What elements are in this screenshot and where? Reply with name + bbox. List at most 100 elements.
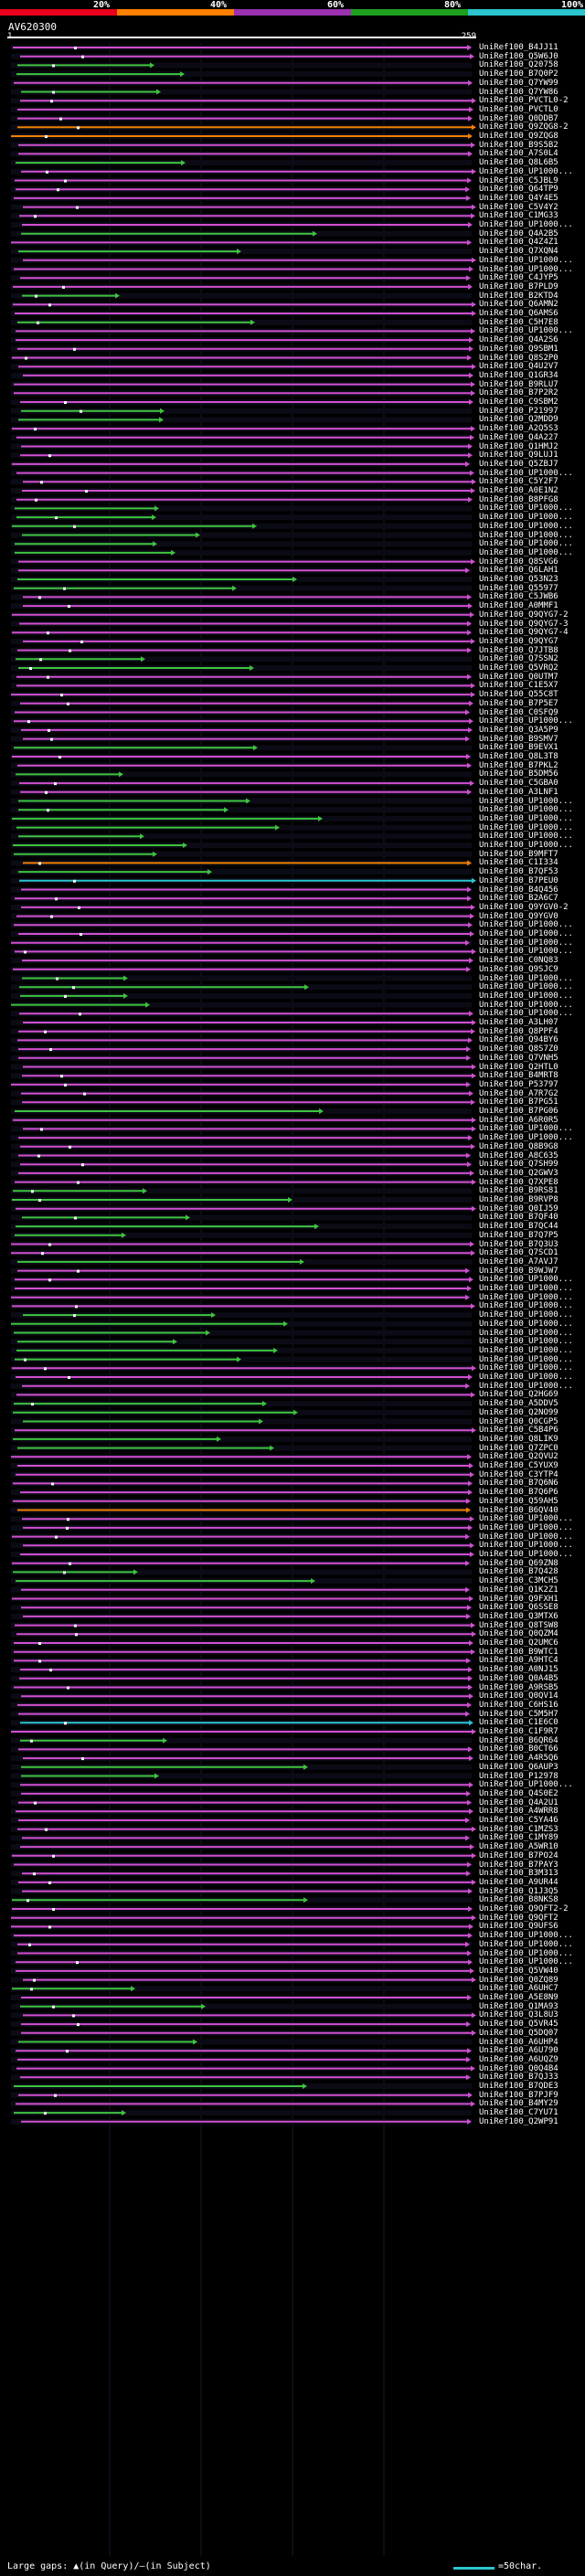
hit-label[interactable]: UniRef100_Q7SSN2	[479, 654, 558, 664]
hit-label[interactable]: UniRef100_C5H7E8	[479, 317, 558, 327]
hit-label[interactable]: UniRef100_Q2HG69	[479, 1390, 558, 1400]
hit-label[interactable]: UniRef100_UP1000...	[479, 1133, 573, 1143]
hit-label[interactable]: UniRef100_A3LNF1	[479, 787, 558, 797]
hit-label[interactable]: UniRef100_UP1000...	[479, 547, 573, 557]
hit-label[interactable]: UniRef100_Q9SBM1	[479, 344, 558, 354]
hit-label[interactable]: UniRef100_A4R5Q6	[479, 1754, 558, 1764]
hit-label[interactable]: UniRef100_C1F9R7	[479, 1727, 558, 1736]
hit-label[interactable]: UniRef100_UP1000...	[479, 1337, 573, 1347]
hit-label[interactable]: UniRef100_B6QR64	[479, 1735, 558, 1745]
hit-label[interactable]: UniRef100_UP1000...	[479, 841, 573, 850]
hit-label[interactable]: UniRef100_B7PKL2	[479, 760, 558, 770]
hit-label[interactable]: UniRef100_Q2UMC6	[479, 1638, 558, 1648]
hit-label[interactable]: UniRef100_Q5W6J0	[479, 51, 558, 61]
hit-label[interactable]: UniRef100_C3MCH5	[479, 1576, 558, 1586]
hit-label[interactable]: UniRef100_Q3MTX6	[479, 1611, 558, 1621]
hit-label[interactable]: UniRef100_UP1000...	[479, 1532, 573, 1542]
hit-label[interactable]: UniRef100_A6UQZ9	[479, 2054, 558, 2064]
hit-label[interactable]: UniRef100_B7Q0P2	[479, 69, 558, 80]
hit-label[interactable]: UniRef100_UP1000...	[479, 1514, 573, 1524]
hit-label[interactable]: UniRef100_UP1000...	[479, 1000, 573, 1010]
hit-label[interactable]: UniRef100_UP1000...	[479, 1301, 573, 1311]
hit-label[interactable]: UniRef100_B8NKS8	[479, 1895, 558, 1905]
hit-label[interactable]: UniRef100_Q7VNH5	[479, 1053, 558, 1063]
hit-label[interactable]: UniRef100_Q3L8U3	[479, 2010, 558, 2020]
hit-label[interactable]: UniRef100_A7S0L4	[479, 149, 558, 159]
hit-label[interactable]: UniRef100_UP1000...	[479, 1381, 573, 1391]
hit-label[interactable]: UniRef100_UP1000...	[479, 947, 573, 957]
hit-label[interactable]: UniRef100_A5DDV5	[479, 1399, 558, 1409]
hit-label[interactable]: UniRef100_A0E1N2	[479, 486, 558, 495]
hit-label[interactable]: UniRef100_Q6SSE8	[479, 1603, 558, 1613]
hit-label[interactable]: UniRef100_A2Q5S3	[479, 424, 558, 434]
hit-label[interactable]: UniRef100_C6HS16	[479, 1700, 558, 1710]
hit-label[interactable]: UniRef100_Q55C8T	[479, 690, 558, 700]
hit-label[interactable]: UniRef100_B7QF53	[479, 867, 558, 877]
hit-label[interactable]: UniRef100_UP1000...	[479, 920, 573, 930]
hit-label[interactable]: UniRef100_Q7XQN4	[479, 247, 558, 257]
hit-label[interactable]: UniRef100_UP1000...	[479, 1522, 573, 1532]
hit-label[interactable]: UniRef100_Q9QYG7	[479, 636, 558, 646]
hit-label[interactable]: UniRef100_Q0QZM4	[479, 1629, 558, 1639]
hit-label[interactable]: UniRef100_B9RS81	[479, 1186, 558, 1196]
hit-label[interactable]: UniRef100_Q55977	[479, 583, 558, 593]
hit-label[interactable]: UniRef100_UP1000...	[479, 166, 573, 176]
hit-label[interactable]: UniRef100_UP1000...	[479, 468, 573, 478]
hit-label[interactable]: UniRef100_C5B4P6	[479, 1426, 558, 1436]
hit-label[interactable]: UniRef100_B9WJW7	[479, 1266, 558, 1276]
hit-label[interactable]: UniRef100_UP1000...	[479, 1541, 573, 1551]
hit-label[interactable]: UniRef100_Q4Y4E5	[479, 193, 558, 203]
hit-label[interactable]: UniRef100_C1E5X7	[479, 681, 558, 691]
hit-label[interactable]: UniRef100_Q9LUJ1	[479, 451, 558, 461]
hit-label[interactable]: UniRef100_Q64TP9	[479, 185, 558, 195]
hit-label[interactable]: UniRef100_Q7SCD1	[479, 1248, 558, 1258]
hit-label[interactable]: UniRef100_Q9QYG7-2	[479, 610, 569, 620]
hit-label[interactable]: UniRef100_UP1000...	[479, 1939, 573, 1949]
hit-label[interactable]: UniRef100_C0SFQ9	[479, 707, 558, 717]
hit-label[interactable]: UniRef100_Q8TSW8	[479, 1620, 558, 1630]
hit-label[interactable]: UniRef100_B7QJ33	[479, 2072, 558, 2083]
hit-label[interactable]: UniRef100_B6QV40	[479, 1505, 558, 1515]
hit-label[interactable]: UniRef100_UP1000...	[479, 530, 573, 540]
hit-label[interactable]: UniRef100_B7P2R2	[479, 388, 558, 398]
hit-label[interactable]: UniRef100_B2A6C7	[479, 894, 558, 904]
hit-label[interactable]: UniRef100_Q7XPE8	[479, 1177, 558, 1187]
hit-label[interactable]: UniRef100_UP1000...	[479, 1310, 573, 1320]
hit-label[interactable]: UniRef100_B2KTD4	[479, 291, 558, 301]
hit-label[interactable]: UniRef100_C4JYP5	[479, 273, 558, 283]
hit-label[interactable]: UniRef100_Q5VW40	[479, 1966, 558, 1976]
hit-label[interactable]: UniRef100_Q9QYG7-4	[479, 628, 569, 638]
hit-label[interactable]: UniRef100_B4MRT8	[479, 1071, 558, 1081]
hit-label[interactable]: UniRef100_Q9ZQG8	[479, 132, 558, 141]
hit-label[interactable]: UniRef100_A6UHC7	[479, 1984, 558, 1994]
hit-label[interactable]: UniRef100_B7PLD9	[479, 281, 558, 292]
hit-label[interactable]: UniRef100_C5GBA0	[479, 779, 558, 789]
hit-label[interactable]: UniRef100_A8C635	[479, 1150, 558, 1161]
hit-label[interactable]: UniRef100_A9HTC4	[479, 1656, 558, 1666]
hit-label[interactable]: UniRef100_Q4A2B5	[479, 228, 558, 239]
hit-label[interactable]: UniRef100_B7Q7P5	[479, 1230, 558, 1240]
hit-label[interactable]: UniRef100_A9RSB5	[479, 1682, 558, 1692]
hit-label[interactable]: UniRef100_Q9QYG7-3	[479, 619, 569, 629]
hit-label[interactable]: UniRef100_Q0ZQ89	[479, 1975, 558, 1985]
hit-label[interactable]: UniRef100_B7QDE3	[479, 2082, 558, 2091]
hit-label[interactable]: UniRef100_Q0CGP5	[479, 1416, 558, 1426]
hit-label[interactable]: UniRef100_UP1000...	[479, 1948, 573, 1958]
hit-label[interactable]: UniRef100_UP1000...	[479, 1292, 573, 1302]
hit-label[interactable]: UniRef100_B7PG51	[479, 1097, 558, 1108]
hit-label[interactable]: UniRef100_UP1000...	[479, 1275, 573, 1285]
hit-label[interactable]: UniRef100_Q0IJ59	[479, 1203, 558, 1214]
hit-label[interactable]: UniRef100_UP1000...	[479, 805, 573, 815]
hit-label[interactable]: UniRef100_B7PJF9	[479, 2090, 558, 2100]
hit-label[interactable]: UniRef100_A6U790	[479, 2046, 558, 2056]
hit-label[interactable]: UniRef100_B9S5B2	[479, 140, 558, 150]
hit-label[interactable]: UniRef100_Q7YW99	[479, 78, 558, 88]
hit-label[interactable]: UniRef100_B0CT66	[479, 1744, 558, 1754]
hit-label[interactable]: UniRef100_Q0UTM7	[479, 672, 558, 682]
hit-label[interactable]: UniRef100_UP1000...	[479, 1931, 573, 1941]
hit-label[interactable]: UniRef100_UP1000...	[479, 822, 573, 832]
hit-label[interactable]: UniRef100_B7PO24	[479, 1850, 558, 1860]
hit-label[interactable]: UniRef100_Q8SVG6	[479, 557, 558, 567]
hit-label[interactable]: UniRef100_UP1000...	[479, 1284, 573, 1293]
hit-label[interactable]: UniRef100_UP1000...	[479, 1957, 573, 1967]
